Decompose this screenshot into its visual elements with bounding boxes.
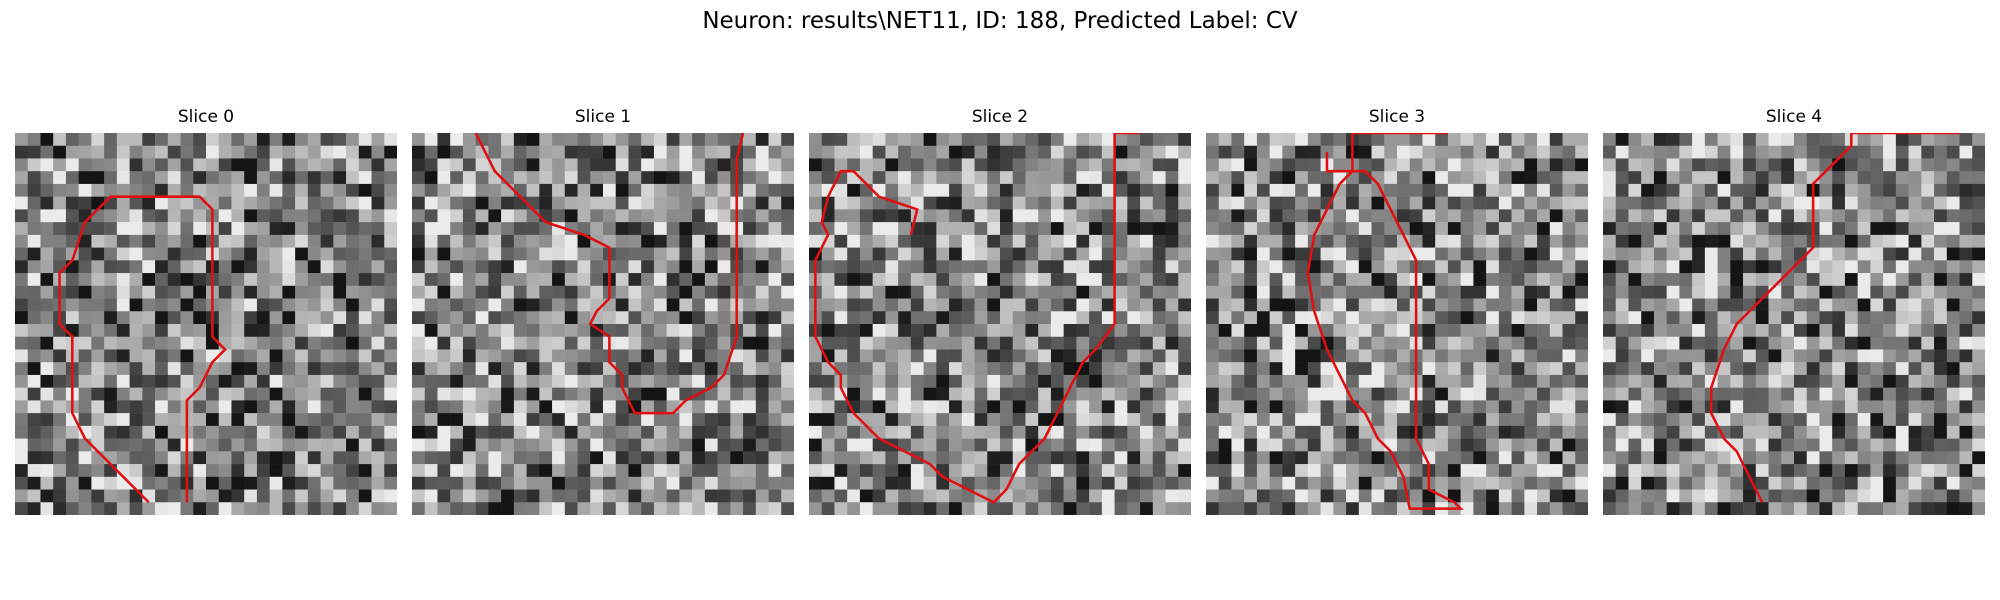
- image-grid: [809, 133, 1191, 515]
- roi-contour: [1709, 133, 1960, 503]
- image-grid: [1206, 133, 1588, 515]
- roi-contour: [58, 195, 227, 504]
- panel-title: Slice 4: [1765, 107, 1823, 127]
- panel-title: Slice 0: [177, 107, 235, 127]
- figure-title: Neuron: results\NET11, ID: 188, Predicte…: [702, 8, 1298, 34]
- roi-contour: [814, 133, 1141, 504]
- panel-title: Slice 3: [1368, 107, 1426, 127]
- roi-contour: [1306, 133, 1464, 510]
- panel-title: Slice 1: [574, 107, 632, 127]
- image-grid: [15, 133, 397, 515]
- image-grid: [412, 133, 794, 515]
- panel-title: Slice 2: [971, 107, 1029, 127]
- roi-contour: [474, 133, 745, 415]
- image-grid: [1603, 133, 1985, 515]
